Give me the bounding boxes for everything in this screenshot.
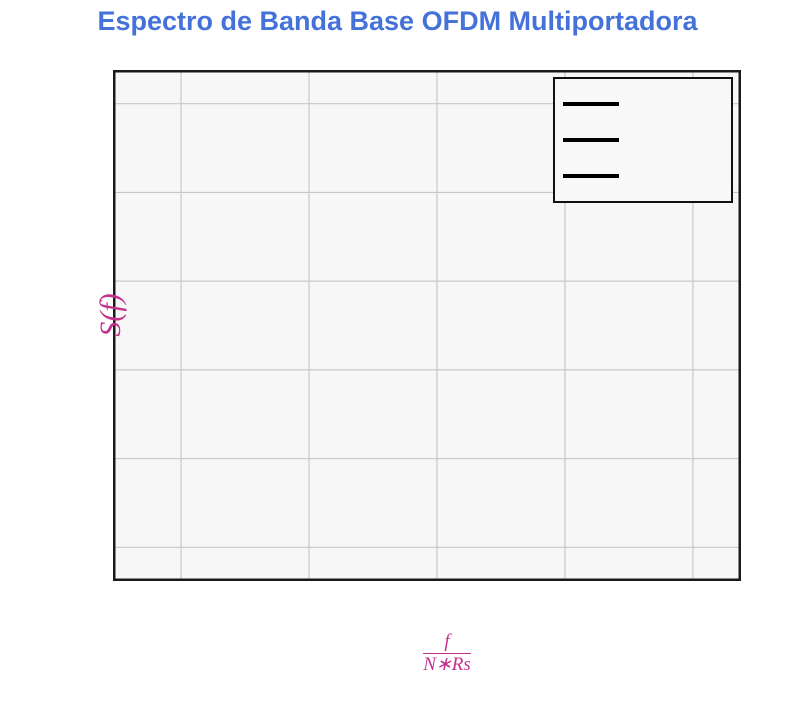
legend bbox=[553, 77, 733, 203]
x-axis-title: f N∗Rs bbox=[387, 632, 507, 676]
legend-swatch-n64 bbox=[563, 174, 619, 178]
legend-item-n64 bbox=[563, 158, 721, 194]
x-axis-title-denominator: N∗Rs bbox=[423, 653, 471, 675]
legend-swatch-n16 bbox=[563, 138, 619, 142]
chart-title: Espectro de Banda Base OFDM Multiportado… bbox=[97, 6, 698, 36]
y-axis-title: S(f) bbox=[94, 225, 128, 405]
legend-item-n16 bbox=[563, 122, 721, 158]
x-axis-title-numerator: f bbox=[423, 632, 471, 654]
legend-swatch-n4 bbox=[563, 102, 619, 106]
y-axis-title-text: S(f) bbox=[94, 293, 127, 337]
plot-frame bbox=[113, 70, 741, 581]
legend-item-n4 bbox=[563, 86, 721, 122]
